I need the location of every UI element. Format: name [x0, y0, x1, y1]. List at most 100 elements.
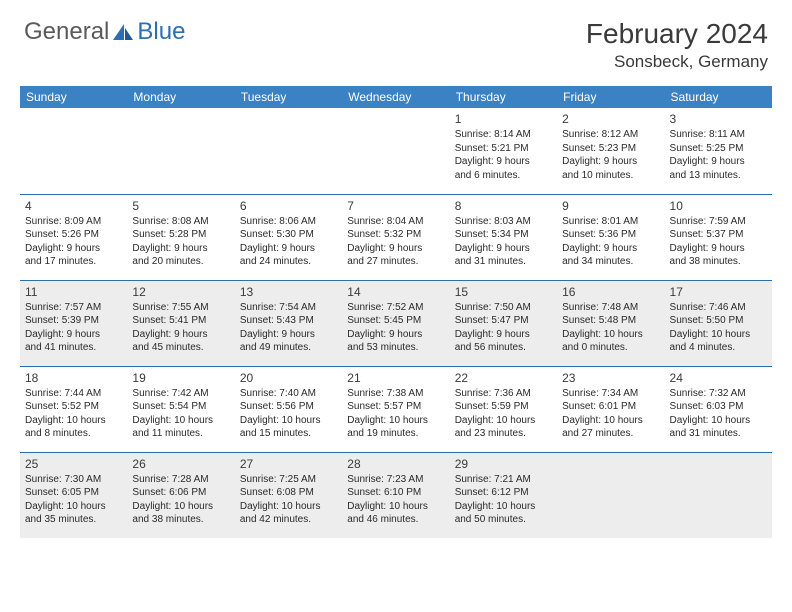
calendar-day-cell: 1Sunrise: 8:14 AMSunset: 5:21 PMDaylight… — [450, 108, 557, 194]
day-detail-line: Daylight: 10 hours — [670, 414, 767, 428]
day-detail-line: and 24 minutes. — [240, 255, 337, 269]
day-detail-line: and 20 minutes. — [132, 255, 229, 269]
day-number: 13 — [240, 284, 337, 300]
day-detail-line: Sunset: 6:10 PM — [347, 486, 444, 500]
day-detail-line: Sunrise: 7:55 AM — [132, 301, 229, 315]
calendar-day-cell — [127, 108, 234, 194]
day-detail-line: Sunset: 5:43 PM — [240, 314, 337, 328]
day-detail-line: Sunrise: 7:46 AM — [670, 301, 767, 315]
day-detail-line: Sunset: 6:03 PM — [670, 400, 767, 414]
day-detail-line: Sunrise: 7:25 AM — [240, 473, 337, 487]
title-block: February 2024 Sonsbeck, Germany — [586, 18, 768, 72]
day-detail-line: Sunset: 5:57 PM — [347, 400, 444, 414]
weekday-header-row: SundayMondayTuesdayWednesdayThursdayFrid… — [20, 86, 772, 108]
day-detail-line: Daylight: 9 hours — [347, 242, 444, 256]
day-detail-line: Sunrise: 7:44 AM — [25, 387, 122, 401]
day-number: 17 — [670, 284, 767, 300]
day-detail-line: Daylight: 10 hours — [132, 414, 229, 428]
day-detail-line: Sunrise: 7:21 AM — [455, 473, 552, 487]
day-number: 5 — [132, 198, 229, 214]
day-detail-line: Daylight: 10 hours — [132, 500, 229, 514]
calendar-day-cell: 8Sunrise: 8:03 AMSunset: 5:34 PMDaylight… — [450, 194, 557, 280]
day-number: 26 — [132, 456, 229, 472]
day-detail-line: Sunset: 6:05 PM — [25, 486, 122, 500]
day-number: 28 — [347, 456, 444, 472]
calendar-day-cell: 24Sunrise: 7:32 AMSunset: 6:03 PMDayligh… — [665, 366, 772, 452]
day-detail-line: and 53 minutes. — [347, 341, 444, 355]
day-detail-line: Sunset: 5:36 PM — [562, 228, 659, 242]
day-number: 29 — [455, 456, 552, 472]
day-detail-line: Sunrise: 8:08 AM — [132, 215, 229, 229]
day-detail-line: Daylight: 9 hours — [240, 328, 337, 342]
day-number: 9 — [562, 198, 659, 214]
day-number: 14 — [347, 284, 444, 300]
day-detail-line: Sunrise: 7:32 AM — [670, 387, 767, 401]
logo: General Blue — [24, 18, 185, 46]
day-detail-line: Sunrise: 7:42 AM — [132, 387, 229, 401]
page-title: February 2024 — [586, 18, 768, 50]
calendar-day-cell: 18Sunrise: 7:44 AMSunset: 5:52 PMDayligh… — [20, 366, 127, 452]
day-detail-line: Daylight: 9 hours — [240, 242, 337, 256]
calendar-day-cell — [665, 452, 772, 538]
day-detail-line: Daylight: 10 hours — [347, 414, 444, 428]
day-detail-line: and 56 minutes. — [455, 341, 552, 355]
calendar-day-cell: 6Sunrise: 8:06 AMSunset: 5:30 PMDaylight… — [235, 194, 342, 280]
day-detail-line: Sunrise: 8:01 AM — [562, 215, 659, 229]
day-detail-line: and 45 minutes. — [132, 341, 229, 355]
calendar-day-cell: 25Sunrise: 7:30 AMSunset: 6:05 PMDayligh… — [20, 452, 127, 538]
calendar-week-row: 18Sunrise: 7:44 AMSunset: 5:52 PMDayligh… — [20, 366, 772, 452]
day-detail-line: Sunset: 6:06 PM — [132, 486, 229, 500]
calendar-day-cell: 14Sunrise: 7:52 AMSunset: 5:45 PMDayligh… — [342, 280, 449, 366]
logo-text-general: General — [24, 18, 109, 46]
day-detail-line: Sunrise: 7:50 AM — [455, 301, 552, 315]
day-number: 4 — [25, 198, 122, 214]
day-detail-line: Sunset: 5:32 PM — [347, 228, 444, 242]
day-number: 12 — [132, 284, 229, 300]
logo-sail-icon — [111, 22, 135, 42]
day-detail-line: Daylight: 9 hours — [562, 155, 659, 169]
day-detail-line: Sunrise: 8:03 AM — [455, 215, 552, 229]
day-detail-line: Sunset: 5:41 PM — [132, 314, 229, 328]
day-detail-line: Sunset: 5:48 PM — [562, 314, 659, 328]
day-detail-line: Sunset: 6:08 PM — [240, 486, 337, 500]
calendar-day-cell: 4Sunrise: 8:09 AMSunset: 5:26 PMDaylight… — [20, 194, 127, 280]
day-detail-line: and 11 minutes. — [132, 427, 229, 441]
day-number: 7 — [347, 198, 444, 214]
calendar-day-cell: 27Sunrise: 7:25 AMSunset: 6:08 PMDayligh… — [235, 452, 342, 538]
calendar-day-cell: 16Sunrise: 7:48 AMSunset: 5:48 PMDayligh… — [557, 280, 664, 366]
day-detail-line: Sunrise: 7:59 AM — [670, 215, 767, 229]
day-detail-line: Daylight: 9 hours — [132, 242, 229, 256]
calendar-day-cell: 19Sunrise: 7:42 AMSunset: 5:54 PMDayligh… — [127, 366, 234, 452]
calendar-day-cell: 12Sunrise: 7:55 AMSunset: 5:41 PMDayligh… — [127, 280, 234, 366]
day-detail-line: Daylight: 10 hours — [240, 414, 337, 428]
day-detail-line: Daylight: 9 hours — [347, 328, 444, 342]
day-detail-line: Sunset: 5:37 PM — [670, 228, 767, 242]
day-detail-line: and 19 minutes. — [347, 427, 444, 441]
day-number: 8 — [455, 198, 552, 214]
day-detail-line: Daylight: 10 hours — [455, 414, 552, 428]
day-detail-line: Sunrise: 8:09 AM — [25, 215, 122, 229]
day-detail-line: Sunset: 5:50 PM — [670, 314, 767, 328]
day-detail-line: Sunset: 5:47 PM — [455, 314, 552, 328]
weekday-header: Wednesday — [342, 86, 449, 108]
day-detail-line: Daylight: 9 hours — [25, 328, 122, 342]
calendar-day-cell: 28Sunrise: 7:23 AMSunset: 6:10 PMDayligh… — [342, 452, 449, 538]
day-detail-line: and 50 minutes. — [455, 513, 552, 527]
day-detail-line: and 13 minutes. — [670, 169, 767, 183]
day-detail-line: Sunset: 5:54 PM — [132, 400, 229, 414]
day-detail-line: Daylight: 10 hours — [455, 500, 552, 514]
day-detail-line: Sunrise: 7:34 AM — [562, 387, 659, 401]
calendar-day-cell: 9Sunrise: 8:01 AMSunset: 5:36 PMDaylight… — [557, 194, 664, 280]
day-detail-line: Daylight: 9 hours — [25, 242, 122, 256]
day-detail-line: Daylight: 10 hours — [347, 500, 444, 514]
calendar-day-cell: 11Sunrise: 7:57 AMSunset: 5:39 PMDayligh… — [20, 280, 127, 366]
day-detail-line: Sunrise: 7:57 AM — [25, 301, 122, 315]
day-number: 18 — [25, 370, 122, 386]
day-detail-line: Daylight: 10 hours — [240, 500, 337, 514]
day-detail-line: Daylight: 9 hours — [132, 328, 229, 342]
day-detail-line: Sunset: 5:26 PM — [25, 228, 122, 242]
day-detail-line: and 38 minutes. — [132, 513, 229, 527]
calendar-day-cell: 23Sunrise: 7:34 AMSunset: 6:01 PMDayligh… — [557, 366, 664, 452]
calendar-day-cell: 15Sunrise: 7:50 AMSunset: 5:47 PMDayligh… — [450, 280, 557, 366]
day-detail-line: Sunrise: 7:40 AM — [240, 387, 337, 401]
